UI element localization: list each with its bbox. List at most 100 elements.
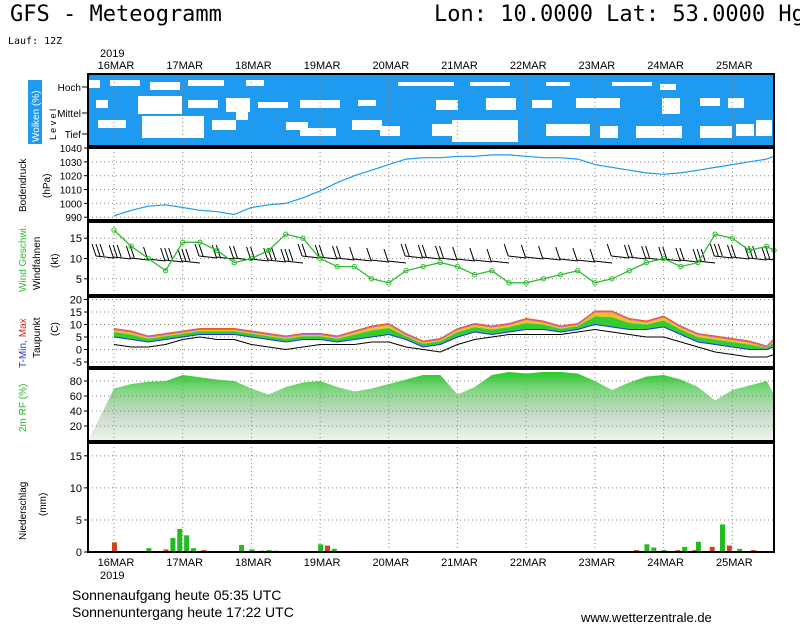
cloud-frame [87, 73, 775, 147]
wind-barb-staff [439, 257, 458, 261]
wind-barb-flag [662, 246, 668, 260]
cloud-clear-area [736, 124, 754, 136]
precip-bar [112, 542, 117, 552]
date-label: 19MAR [304, 60, 341, 72]
wind-speed-point [471, 272, 478, 278]
wind-barbs [91, 243, 774, 264]
temp-ytick-label: 20 [70, 295, 82, 307]
cloud-clear-area [258, 102, 288, 108]
wind-speed-point [626, 267, 632, 274]
wind-speed-point [678, 263, 684, 270]
date-label: 16MAR [98, 60, 135, 72]
cloud-clear-area [470, 82, 510, 86]
wind-barb-flag [91, 243, 97, 257]
pressure-ylabel: Bodendruck [18, 158, 29, 212]
wind-barb-flag [349, 246, 355, 260]
precip-ytick-label: 5 [76, 515, 82, 527]
wind-barb-flag [709, 243, 715, 257]
precip-bar [239, 544, 245, 552]
pressure-line [113, 154, 775, 217]
cloud-clear-area [700, 126, 732, 138]
cloud-clear-area [576, 98, 620, 108]
precip-ylabel: Niederschlag [18, 482, 29, 540]
wind-barb-flag [627, 244, 633, 258]
wind-speed-point [729, 235, 735, 241]
wind-barb-flag [335, 245, 341, 259]
wind-speed-point [763, 243, 770, 250]
wind-speed-point [162, 267, 169, 274]
cloud-clear-area [286, 122, 308, 130]
cloud-clear-area [662, 98, 680, 114]
date-label: 19MAR [304, 557, 341, 569]
year-label-top: 2019 [100, 48, 124, 60]
pressure-frame [87, 147, 775, 221]
date-label: 17MAR [166, 60, 203, 72]
wind-barb-flag [572, 247, 578, 261]
wind-barb-flag [675, 247, 681, 261]
wind-speed-point [592, 280, 598, 286]
tmax-line [113, 311, 775, 348]
cloud-clear-area [110, 80, 140, 86]
wind-barb-flag [331, 245, 337, 259]
cloud-clear-area [226, 98, 250, 112]
wind-barb-flag [400, 243, 406, 257]
wind-barb-flag [301, 243, 307, 257]
temp-ytick-label: 5 [76, 332, 82, 344]
wind-barb-staff [95, 255, 115, 259]
pressure-ytick-label: 990 [65, 213, 82, 224]
wind-speed-point [403, 267, 409, 274]
pressure-ytick-label: 1040 [60, 144, 83, 155]
wind-barb-flag [486, 248, 492, 262]
cloud-clear-area [636, 126, 682, 138]
precip-bar [170, 537, 176, 552]
date-label: 24MAR [647, 60, 684, 72]
rh-ytick-label: 40 [70, 406, 82, 418]
cloud-clear-area [188, 80, 224, 86]
year-label-bottom: 2019 [100, 570, 124, 582]
wind-barb-flag [439, 245, 444, 259]
wind-barb-staff [130, 257, 149, 261]
precip-bar [331, 548, 337, 552]
wind-barb-flag [318, 244, 324, 258]
wind-speed-point [214, 247, 220, 254]
wind-barb-flag [116, 244, 122, 258]
wind-ytick-label: 5 [76, 274, 82, 286]
wind-barb-staff [267, 259, 286, 263]
cloud-level-label: Hoch [58, 83, 81, 94]
cloud-clear-area [398, 82, 454, 86]
date-label: 18MAR [235, 557, 272, 569]
wind-barb-staff [628, 256, 647, 260]
wind-barb-flag [452, 246, 458, 260]
precip-bar [177, 528, 183, 552]
tmax-label: Max [18, 318, 29, 337]
cloud-clear-area [88, 80, 100, 88]
wind-barb-flag [108, 244, 114, 258]
wind-barb-flag [288, 248, 294, 262]
wind-speed-point [506, 280, 512, 286]
cloud-clear-area [756, 120, 772, 136]
wind-barb-flag [129, 245, 135, 259]
temp-ylabel: T-Min, Max [18, 318, 29, 368]
wind-barb-flag [125, 245, 131, 259]
wind-speed-point [454, 263, 461, 270]
rh-frame [87, 368, 775, 442]
wind-barb-flag [589, 248, 595, 262]
wind-barb-flag [713, 243, 719, 257]
cloud-clear-area [358, 100, 376, 106]
wind-speed-point [300, 235, 306, 241]
wind-barb-flag [228, 245, 234, 259]
website-link[interactable]: www.wetterzentrale.de [580, 610, 712, 625]
wind-barb-staff [181, 260, 200, 264]
wind-barb-flag [623, 244, 629, 258]
wind-speed-point [437, 259, 444, 266]
wind-barb-staff [473, 259, 492, 263]
wind-barb-staff [594, 260, 613, 264]
wind-barb-flag [383, 248, 389, 262]
wind-barb-flag [555, 246, 561, 260]
precip-bar [644, 544, 650, 552]
wind-speed-line [113, 229, 775, 284]
wind-barb-flag [731, 244, 736, 258]
wind-ytick-label: 15 [70, 233, 82, 245]
precip-bar [682, 546, 688, 552]
date-label: 21MAR [441, 557, 478, 569]
